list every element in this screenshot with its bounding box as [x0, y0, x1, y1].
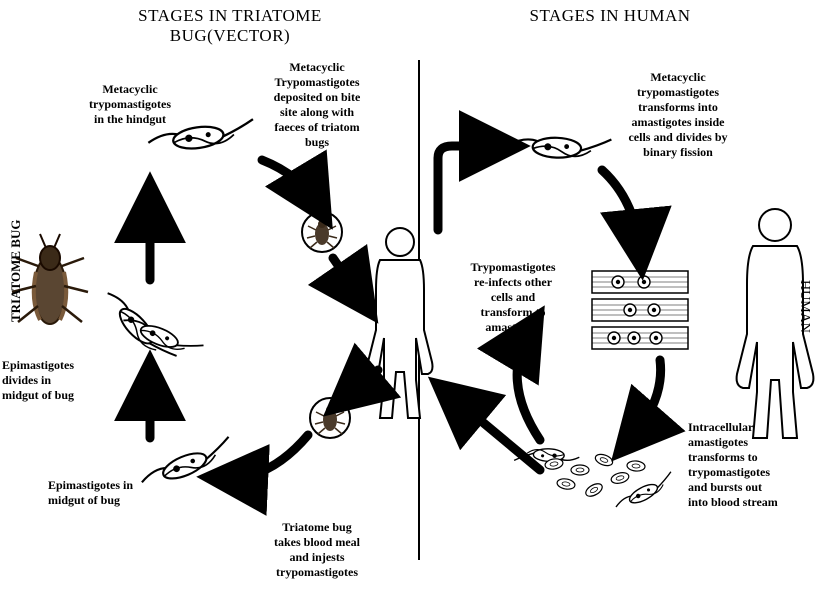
- side-label-right: HUMAN: [796, 280, 812, 333]
- caption-bug-bloodmeal: Triatome bug takes blood meal and injest…: [252, 520, 382, 580]
- tryp-human-metacyclic: [508, 107, 612, 180]
- caption-human-reinfect: Trypomastigotes re-infects other cells a…: [448, 260, 578, 335]
- caption-human-metacyclic: Metacyclic trypomastigotes transforms in…: [608, 70, 748, 160]
- caption-bug-epi-midgut: Epimastigotes in midgut of bug: [48, 478, 168, 508]
- human-center-silhouette: [368, 228, 433, 418]
- caption-human-bursts: Intracellular amastigotes transforms to …: [688, 420, 808, 510]
- tissue-cells: [592, 271, 688, 349]
- side-label-left: TRIATOME BUG: [8, 220, 24, 322]
- heading-left: STAGES IN TRIATOME BUG(VECTOR): [90, 6, 370, 46]
- caption-bug-hindgut: Metacyclic trypomastigotes in the hindgu…: [70, 82, 190, 127]
- bug-circle-bottom: [310, 398, 350, 438]
- tryp-epi-divides: [105, 278, 204, 373]
- bug-circle-top: [302, 212, 342, 252]
- caption-bug-epi-divides: Epimastigotes divides in midgut of bug: [2, 358, 112, 403]
- caption-bug-deposit: Metacyclic Trypomastigotes deposited on …: [252, 60, 382, 150]
- heading-right: STAGES IN HUMAN: [480, 6, 740, 26]
